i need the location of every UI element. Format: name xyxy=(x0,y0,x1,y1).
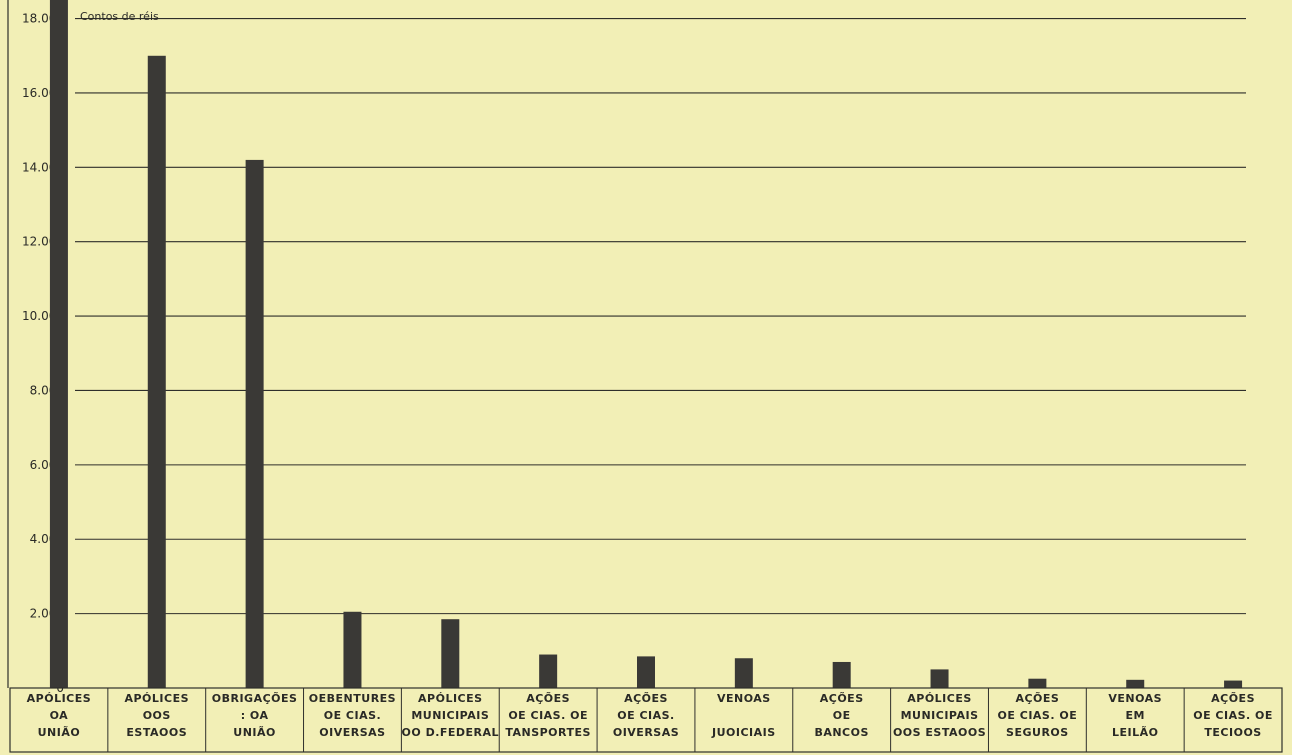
category-label: OIVERSAS xyxy=(319,726,385,739)
category-label: APÓLICES xyxy=(27,692,92,705)
category-label: BANCOS xyxy=(814,726,868,739)
bar xyxy=(539,654,558,688)
category-label: : OA xyxy=(241,709,269,722)
category-label: OE CIAS. OE xyxy=(998,709,1078,722)
category-label: ESTAOOS xyxy=(126,726,187,739)
bar xyxy=(930,669,949,688)
category-label: OOS ESTAOOS xyxy=(893,726,986,739)
category-label: TECIOOS xyxy=(1204,726,1261,739)
category-label: OOS xyxy=(143,709,171,722)
category-label: APÓLICES xyxy=(907,692,972,705)
category-label: AÇÕES xyxy=(1211,692,1255,705)
category-label: OA xyxy=(50,709,69,722)
category-label: JUOICIAIS xyxy=(711,726,776,739)
grid-lines xyxy=(75,18,1246,615)
bar xyxy=(245,159,264,688)
category-label: UNIÃO xyxy=(233,726,276,739)
category-label: VENOAS xyxy=(717,692,771,705)
bar xyxy=(441,619,460,688)
category-label: TANSPORTES xyxy=(505,726,591,739)
category-label: OE CIAS. OE xyxy=(508,709,588,722)
category-label: UNIÃO xyxy=(38,726,81,739)
category-label: MUNICIPAIS xyxy=(411,709,489,722)
category-label: OBRIGAÇÕES xyxy=(212,692,298,705)
category-label: AÇÕES xyxy=(1015,692,1059,705)
category-label: OE CIAS. OE xyxy=(1193,709,1273,722)
category-label: SEGUROS xyxy=(1006,726,1069,739)
category-label: VENOAS xyxy=(1108,692,1162,705)
category-label: OE CIAS. xyxy=(617,709,674,722)
unit-label: Contos de réis xyxy=(80,10,159,23)
category-label: OE CIAS. xyxy=(324,709,381,722)
bar xyxy=(343,611,362,688)
category-label: OIVERSAS xyxy=(613,726,679,739)
category-label: APÓLICES xyxy=(124,692,189,705)
bar xyxy=(49,0,68,688)
bar xyxy=(1224,680,1243,688)
category-label: EM xyxy=(1125,709,1144,722)
category-label: AÇÕES xyxy=(526,692,570,705)
category-label: OEBENTURES xyxy=(309,692,396,705)
category-label: MUNICIPAIS xyxy=(901,709,979,722)
bar xyxy=(1126,679,1145,688)
bars xyxy=(49,0,1243,688)
category-label: OE xyxy=(833,709,851,722)
category-label: OO D.FEDERAL xyxy=(402,726,500,739)
category-label: AÇÕES xyxy=(624,692,668,705)
category-labels: APÓLICES OA UNIÃO APÓLICES OOS ESTAOOS OBRIGAÇ… xyxy=(9,687,1283,753)
bar xyxy=(734,658,753,688)
bar xyxy=(1028,678,1047,688)
bar xyxy=(832,661,851,688)
bar xyxy=(147,55,166,688)
category-frame xyxy=(9,687,1283,753)
category-label: LEILÃO xyxy=(1112,726,1159,739)
category-label: AÇÕES xyxy=(820,692,864,705)
category-label: APÓLICES xyxy=(418,692,483,705)
bar xyxy=(637,656,655,688)
